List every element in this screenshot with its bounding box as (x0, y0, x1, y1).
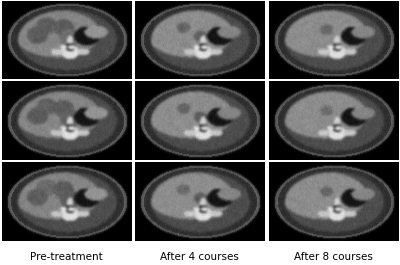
Text: After 8 courses: After 8 courses (294, 251, 373, 262)
Text: After 4 courses: After 4 courses (160, 251, 239, 262)
Text: Pre-treatment: Pre-treatment (30, 251, 103, 262)
